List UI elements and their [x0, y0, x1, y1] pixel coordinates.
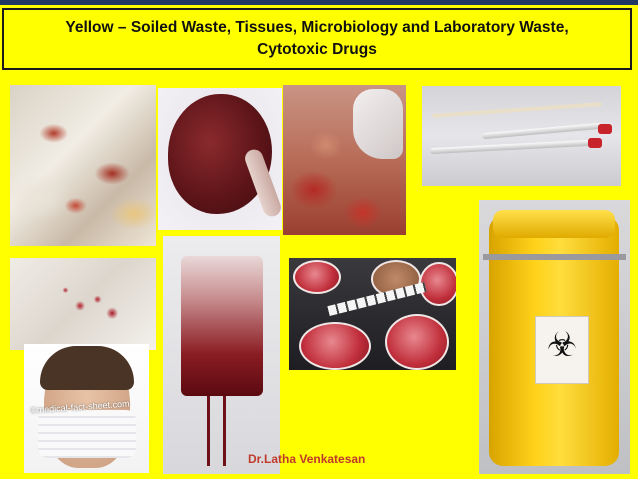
bloodstained-sheet-photo [10, 258, 156, 350]
container-lid [493, 210, 615, 238]
tube-line-shape [207, 396, 210, 466]
yellow-container-photo: ☣ [479, 200, 630, 474]
slide-title-line-1: Yellow – Soiled Waste, Tissues, Microbio… [65, 19, 569, 36]
test-tube-shape [429, 139, 591, 155]
soiled-tissues-photo [10, 85, 156, 246]
glove-shape [353, 89, 403, 159]
title-box: Yellow – Soiled Waste, Tissues, Microbio… [2, 8, 632, 70]
swab-shape [432, 102, 602, 118]
petri-dish-shape [385, 314, 449, 370]
surgical-tissue-photo [283, 85, 406, 235]
container-label: ☣ [535, 316, 589, 384]
petri-dishes-photo [289, 258, 456, 370]
blood-bag-shape [181, 256, 263, 396]
face-mask-photo: ©medical-fact-sheet.com [24, 344, 149, 473]
author-credit: Dr.Latha Venkatesan [248, 452, 366, 466]
test-tubes-photo [422, 86, 621, 186]
tube-cap-shape [598, 124, 612, 134]
petri-dish-shape [293, 260, 341, 294]
mask-shape [38, 410, 136, 458]
slide-title-line-2: Cytotoxic Drugs [257, 41, 377, 58]
tube-line-shape [223, 396, 226, 466]
tube-cap-shape [588, 138, 602, 148]
biohazard-icon: ☣ [546, 326, 578, 364]
test-tube-shape [481, 122, 603, 140]
hair-shape [40, 346, 134, 390]
petri-dish-shape [299, 322, 371, 370]
header-bar [0, 0, 638, 5]
blood-bag-photo [163, 236, 280, 474]
placenta-photo [158, 88, 282, 230]
container-frame [483, 254, 626, 260]
